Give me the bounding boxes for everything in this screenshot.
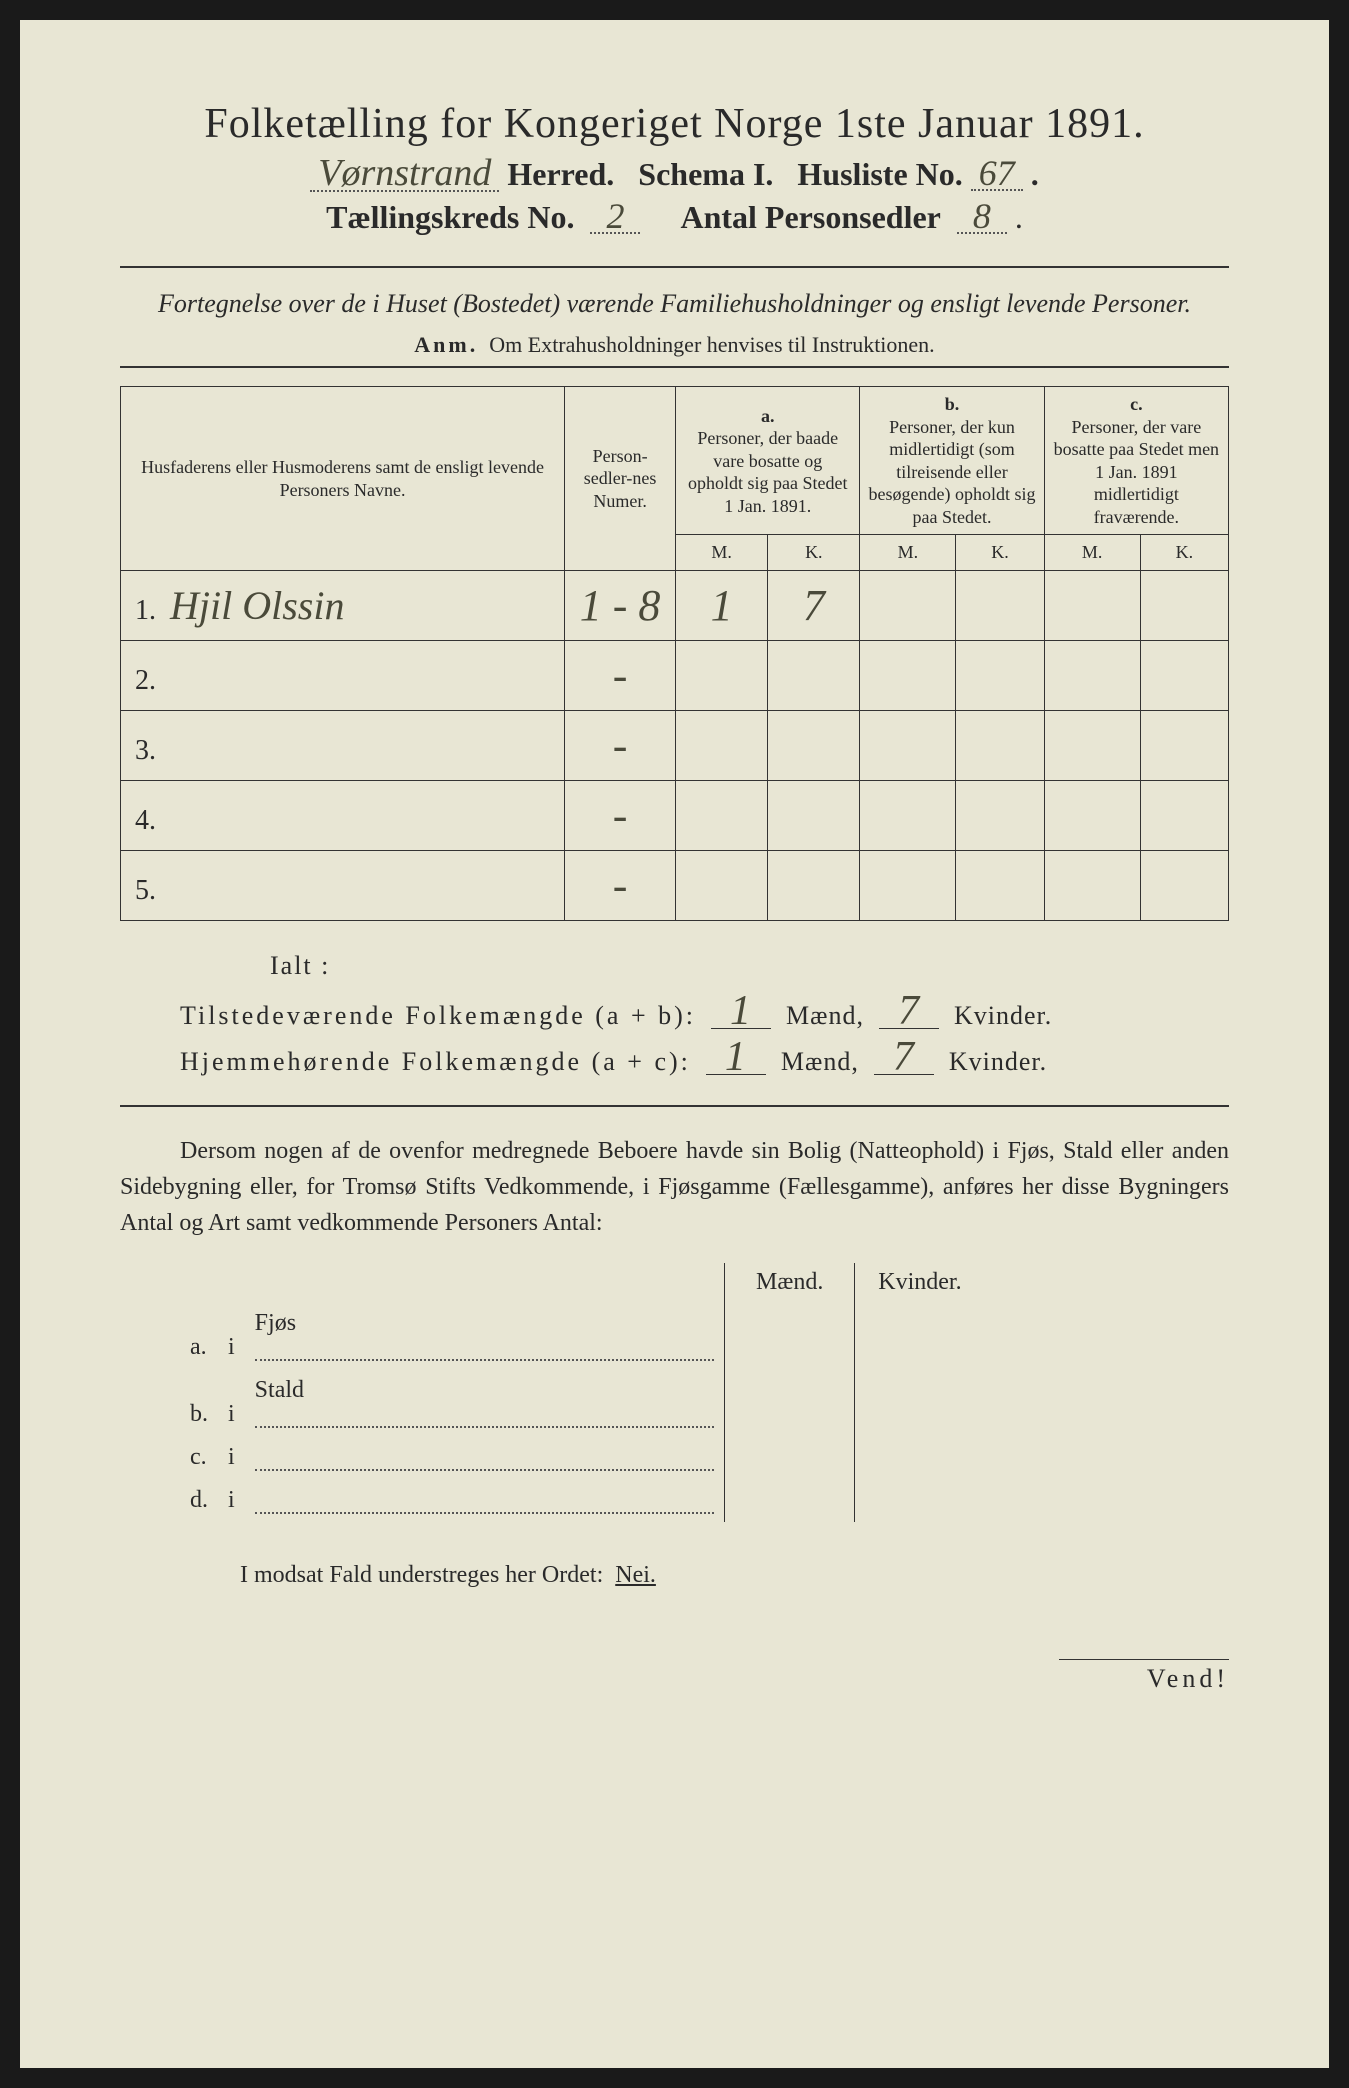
tilstede-m: 1 — [711, 995, 771, 1030]
kreds-label: Tællingskreds No. — [326, 199, 574, 235]
antal-no: 8 — [957, 200, 1007, 234]
household-table: Husfaderens eller Husmoderens samt de en… — [120, 386, 1229, 921]
table-row: 1. Hjil Olssin1 - 817 — [121, 570, 1229, 640]
hjemme-line: Hjemmehørende Folkemængde (a + c): 1 Mæn… — [180, 1041, 1229, 1077]
bldg-row: a.iFjøs — [180, 1302, 985, 1369]
anm-label: Anm. — [414, 332, 478, 357]
schema-label: Schema I. — [638, 156, 773, 192]
antal-label: Antal Personsedler — [680, 199, 940, 235]
bldg-row: b.iStald — [180, 1369, 985, 1436]
tilstede-k: 7 — [879, 995, 939, 1030]
col-a-k: K. — [768, 535, 860, 571]
table-row: 5. - — [121, 850, 1229, 920]
table-row: 4. - — [121, 780, 1229, 850]
col-name-header: Husfaderens eller Husmoderens samt de en… — [121, 387, 565, 571]
nei-line: I modsat Fald understreges her Ordet: Ne… — [240, 1562, 1229, 1589]
col-b-header: b. Personer, der kun midlertidigt (som t… — [860, 387, 1044, 535]
col-b-k: K. — [956, 535, 1044, 571]
bldg-maend-header: Mænd. — [725, 1263, 855, 1302]
divider — [120, 366, 1229, 368]
col-c-k: K. — [1140, 535, 1228, 571]
table-row: 2. - — [121, 640, 1229, 710]
husliste-no: 67 — [971, 157, 1023, 191]
table-row: 3. - — [121, 710, 1229, 780]
col-c-m: M. — [1044, 535, 1140, 571]
tilstede-line: Tilstedeværende Folkemængde (a + b): 1 M… — [180, 995, 1229, 1031]
bldg-row: d.i — [180, 1479, 985, 1522]
header-line-2: Vørnstrand Herred. Schema I. Husliste No… — [120, 156, 1229, 193]
kreds-no: 2 — [590, 200, 640, 234]
bldg-kvinder-header: Kvinder. — [855, 1263, 985, 1302]
subtitle: Fortegnelse over de i Huset (Bostedet) v… — [120, 286, 1229, 322]
ialt-label: Ialt : — [270, 951, 1229, 981]
hjemme-m: 1 — [706, 1041, 766, 1076]
col-c-header: c. Personer, der vare bosatte paa Stedet… — [1044, 387, 1228, 535]
page-title: Folketælling for Kongeriget Norge 1ste J… — [120, 100, 1229, 148]
herred-label: Herred. — [507, 156, 614, 192]
census-form-page: Folketælling for Kongeriget Norge 1ste J… — [20, 20, 1329, 2068]
vend-label: Vend! — [1059, 1659, 1229, 1694]
dersom-paragraph: Dersom nogen af de ovenfor medregnede Be… — [120, 1133, 1229, 1241]
anm-line: Anm. Om Extrahusholdninger henvises til … — [120, 332, 1229, 358]
col-num-header: Person-sedler-nes Numer. — [565, 387, 676, 571]
anm-text: Om Extrahusholdninger henvises til Instr… — [489, 332, 934, 357]
hjemme-k: 7 — [874, 1041, 934, 1076]
herred-handwritten: Vørnstrand — [310, 156, 499, 192]
divider — [120, 266, 1229, 268]
header-line-3: Tællingskreds No. 2 Antal Personsedler 8… — [120, 199, 1229, 236]
husliste-label: Husliste No. — [797, 156, 962, 192]
divider — [120, 1105, 1229, 1107]
col-a-header: a. Personer, der baade vare bosatte og o… — [676, 387, 860, 535]
col-a-m: M. — [676, 535, 768, 571]
bldg-row: c.i — [180, 1436, 985, 1479]
building-table: Mænd. Kvinder. a.iFjøs b.iStald c.id.i — [180, 1263, 985, 1522]
col-b-m: M. — [860, 535, 956, 571]
nei-word: Nei. — [615, 1562, 656, 1588]
